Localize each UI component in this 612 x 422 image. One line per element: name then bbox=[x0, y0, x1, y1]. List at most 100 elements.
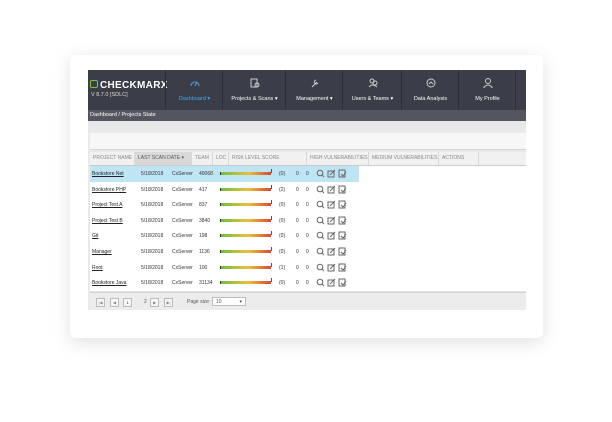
cell-text: (0) bbox=[279, 233, 286, 240]
action-icon[interactable] bbox=[338, 263, 347, 272]
risk-marker bbox=[271, 262, 272, 267]
nav-item[interactable]: Data Analysis bbox=[401, 70, 459, 110]
column-header[interactable]: PROJECT NAME bbox=[90, 152, 135, 165]
action-icon[interactable] bbox=[327, 216, 336, 225]
nav-item[interactable]: Users & Teams bbox=[342, 70, 402, 110]
cell-text: (0) bbox=[279, 217, 286, 224]
nav-label: Projects & Scans bbox=[223, 96, 286, 102]
project-link[interactable]: Project Test A bbox=[92, 202, 123, 209]
cell-text: 3840 bbox=[199, 217, 211, 224]
pager-button[interactable]: ◀ bbox=[110, 298, 119, 307]
column-header[interactable]: TEAM bbox=[192, 152, 213, 165]
column-header[interactable]: LOC bbox=[213, 152, 229, 165]
cell-text: 0 bbox=[296, 217, 299, 224]
risk-marker bbox=[271, 278, 272, 283]
cell-text: 1136 bbox=[199, 249, 210, 255]
actions bbox=[316, 247, 349, 258]
cell-text: (0) bbox=[279, 249, 286, 255]
action-icon[interactable] bbox=[327, 169, 336, 178]
page-number[interactable]: 1 bbox=[123, 298, 132, 307]
project-link[interactable]: Bookstore Java bbox=[92, 280, 127, 287]
cell-text: CxServer bbox=[172, 202, 193, 209]
cell-text: 0 bbox=[306, 233, 309, 240]
column-header: MEDIUM VULNERABILITIES bbox=[369, 152, 439, 165]
risk-bar bbox=[220, 231, 272, 238]
action-icon[interactable] bbox=[327, 263, 336, 272]
page-number[interactable]: 2 bbox=[144, 299, 147, 305]
action-icon[interactable] bbox=[327, 185, 336, 194]
action-icon[interactable] bbox=[338, 278, 347, 287]
cell-text: CxServer bbox=[172, 249, 193, 255]
action-icon[interactable] bbox=[327, 200, 336, 209]
action-icon[interactable] bbox=[316, 231, 325, 240]
actions bbox=[316, 169, 349, 180]
risk-marker bbox=[271, 184, 272, 189]
action-icon[interactable] bbox=[316, 185, 325, 194]
breadcrumb: Dashboard / Projects State bbox=[88, 110, 526, 121]
table-row: Bookstore Java 5/18/2018 CxServer 31134 (0) 0… bbox=[90, 275, 526, 292]
project-link[interactable]: Manager bbox=[92, 249, 112, 255]
cell-text: 40068 bbox=[199, 171, 213, 177]
project-link[interactable]: Bookstore Net bbox=[92, 171, 124, 177]
action-icon[interactable] bbox=[316, 278, 325, 287]
cell-text: 0 bbox=[306, 280, 309, 287]
risk-bar bbox=[220, 200, 272, 207]
action-icon[interactable] bbox=[338, 231, 347, 240]
nav-label: Dashboard bbox=[166, 96, 223, 102]
cell-text: 5/18/2018 bbox=[141, 202, 164, 209]
cell-text: 5/18/2018 bbox=[141, 171, 164, 177]
column-header: HIGH VULNERABILITIES bbox=[307, 152, 369, 165]
action-icon[interactable] bbox=[316, 216, 325, 225]
page-size-select[interactable]: 10 bbox=[212, 297, 246, 307]
nav-icon bbox=[482, 78, 493, 89]
pager-button[interactable]: ▶ bbox=[150, 298, 159, 307]
risk-marker bbox=[271, 215, 272, 220]
cell-text: CxServer bbox=[172, 264, 193, 271]
table-row: Project Test A 5/18/2018 CxServer 837 (0) 0 0 bbox=[90, 197, 526, 214]
pager-button[interactable]: |◀ bbox=[96, 298, 105, 307]
nav-icon bbox=[368, 78, 377, 88]
nav-label: Data Analysis bbox=[413, 96, 448, 102]
cell-text: 31134 bbox=[199, 280, 213, 287]
cell-text: CxServer bbox=[172, 217, 193, 224]
action-icon[interactable] bbox=[316, 247, 325, 256]
nav-icon bbox=[311, 79, 318, 88]
nav-item[interactable]: Management bbox=[285, 70, 343, 110]
table-header: PROJECT NAME LAST SCAN DATE ▾ TEAM LOC RISK … bbox=[90, 152, 526, 166]
column-header[interactable]: RISK LEVEL SCORE bbox=[229, 152, 307, 165]
column-header[interactable]: LAST SCAN DATE ▾ bbox=[135, 152, 192, 165]
page-size-label: Page size: bbox=[187, 299, 211, 305]
project-link[interactable]: Root bbox=[92, 264, 103, 271]
pager-button[interactable]: ▶| bbox=[164, 298, 173, 307]
action-icon[interactable] bbox=[338, 185, 347, 194]
project-link[interactable]: Project Test B bbox=[92, 217, 123, 224]
action-icon[interactable] bbox=[338, 169, 347, 178]
risk-bar bbox=[220, 262, 272, 269]
action-icon[interactable] bbox=[316, 200, 325, 209]
action-icon[interactable] bbox=[338, 247, 347, 256]
nav-item[interactable]: Projects & Scans bbox=[222, 70, 286, 110]
project-link[interactable]: Git bbox=[92, 233, 99, 240]
action-icon[interactable] bbox=[327, 247, 336, 256]
cell-text: 0 bbox=[306, 249, 309, 255]
cell-text: 0 bbox=[296, 249, 299, 255]
nav-item[interactable]: Dashboard bbox=[165, 70, 223, 110]
cell-text: 5/18/2018 bbox=[141, 249, 164, 255]
action-icon[interactable] bbox=[316, 169, 325, 178]
action-icon[interactable] bbox=[327, 278, 336, 287]
action-icon[interactable] bbox=[316, 263, 325, 272]
risk-marker bbox=[271, 247, 272, 251]
action-icon[interactable] bbox=[338, 200, 347, 209]
top-bar: CHECKMARX V 8.7.0 [SDLC] DashboardProjec… bbox=[88, 70, 526, 110]
risk-bar bbox=[220, 215, 272, 222]
action-icon[interactable] bbox=[327, 231, 336, 240]
action-icon[interactable] bbox=[338, 216, 347, 225]
nav-item[interactable]: My Profile bbox=[458, 70, 516, 110]
cell-text: 0 bbox=[296, 186, 299, 193]
cell-text: 0 bbox=[296, 264, 299, 271]
toolbar-band bbox=[90, 133, 526, 150]
actions bbox=[316, 263, 349, 274]
project-link[interactable]: Bookstore PHP bbox=[92, 186, 127, 193]
cell-text: 0 bbox=[296, 233, 299, 240]
